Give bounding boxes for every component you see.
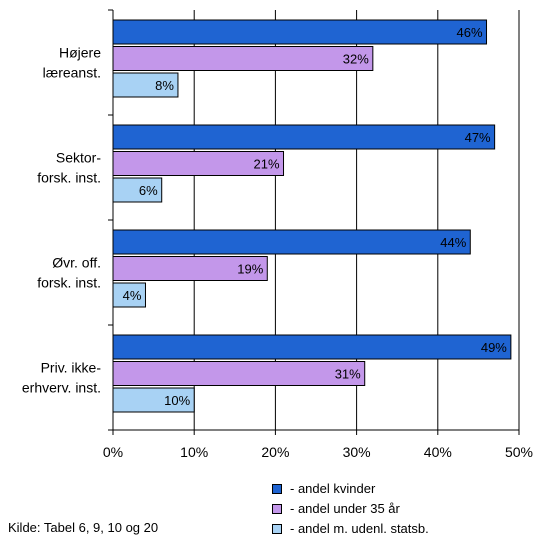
x-tick-label: 40% xyxy=(424,444,452,460)
legend-label: - andel under 35 år xyxy=(290,501,400,516)
legend-item: - andel under 35 år xyxy=(272,499,429,519)
data-label: 49% xyxy=(481,340,507,355)
category-label: Sektor- xyxy=(56,150,101,166)
data-label: 8% xyxy=(155,78,174,93)
legend-item: - andel kvinder xyxy=(272,479,429,499)
category-label: læreanst. xyxy=(43,65,101,81)
category-label: forsk. inst. xyxy=(37,170,101,186)
x-tick-label: 30% xyxy=(343,444,371,460)
category-label: Priv. ikke- xyxy=(41,360,102,376)
bar xyxy=(112,124,496,150)
bar xyxy=(112,46,374,71)
bar xyxy=(112,282,146,308)
x-tick-label: 20% xyxy=(261,444,289,460)
data-label: 47% xyxy=(465,130,491,145)
bar xyxy=(112,361,366,386)
data-label: 4% xyxy=(123,288,142,303)
bar xyxy=(112,256,268,281)
category-label: Højere xyxy=(59,45,101,61)
data-label: 32% xyxy=(343,52,369,67)
bar xyxy=(112,387,195,413)
x-tick-label: 10% xyxy=(180,444,208,460)
data-label: 19% xyxy=(237,262,263,277)
data-label: 44% xyxy=(440,235,466,250)
category-label: Øvr. off. xyxy=(52,255,101,271)
bar xyxy=(112,72,179,98)
legend-swatch xyxy=(272,504,282,514)
legend-label: - andel m. udenl. statsb. xyxy=(290,521,429,536)
legend-swatch xyxy=(272,484,282,494)
bar xyxy=(112,19,488,45)
category-label: erhverv. inst. xyxy=(22,380,101,396)
legend-label: - andel kvinder xyxy=(290,481,376,496)
legend-item: - andel m. udenl. statsb. xyxy=(272,519,429,539)
source-note: Kilde: Tabel 6, 9, 10 og 20 xyxy=(8,520,159,535)
x-tick-label: 0% xyxy=(103,444,123,460)
data-label: 31% xyxy=(335,367,361,382)
data-label: 46% xyxy=(456,25,482,40)
data-label: 21% xyxy=(253,157,279,172)
data-label: 6% xyxy=(139,183,158,198)
legend-swatch xyxy=(272,524,282,534)
bar xyxy=(112,334,512,360)
bar xyxy=(112,229,471,255)
x-tick-label: 50% xyxy=(505,444,533,460)
category-label: forsk. inst. xyxy=(37,275,101,291)
data-label: 10% xyxy=(164,393,190,408)
legend: - andel kvinder - andel under 35 år - ande… xyxy=(272,479,429,539)
bar xyxy=(112,177,163,203)
